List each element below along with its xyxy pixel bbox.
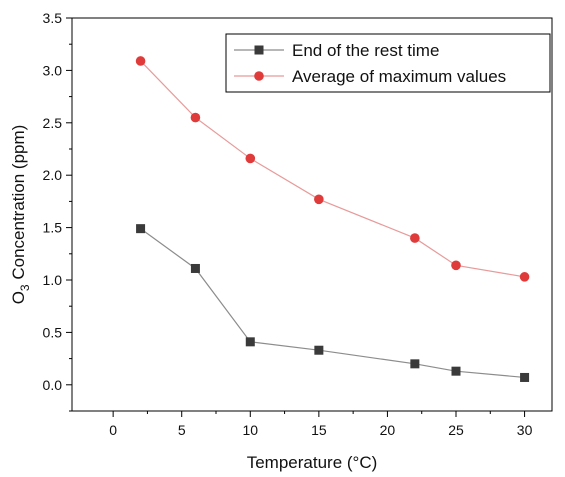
y-tick-label: 2.0 — [43, 167, 63, 183]
legend: End of the rest time Average of maximum v… — [225, 33, 551, 93]
data-point-circle — [451, 260, 461, 271]
legend-items: End of the rest time Average of maximum v… — [234, 41, 506, 86]
data-point-circle — [519, 272, 530, 282]
data-point-square — [190, 263, 200, 273]
axes-layer: 0 5 10 15 20 25 30 0.0 0.5 1.0 1.5 2.0 2.5 3.0 3.5 — [43, 10, 533, 438]
data-point-circle — [410, 233, 420, 243]
y-tick-label: 3.0 — [43, 62, 63, 78]
series-layer — [135, 56, 530, 382]
data-point-square — [410, 359, 420, 369]
legend-box — [225, 33, 551, 93]
plot-frame — [71, 17, 553, 412]
legend-label: Average of maximum values — [292, 67, 506, 86]
series-line-2 — [140, 60, 525, 278]
legend-item-2: Average of maximum values — [234, 67, 506, 86]
y-axis-title: O3 Concentration (ppm) — [9, 125, 32, 305]
data-point-square — [520, 372, 530, 382]
legend-marker-circle — [254, 71, 264, 81]
y-axis-title-prefix: O — [9, 291, 28, 304]
data-point-circle — [314, 194, 324, 205]
y-axis-title-suffix: Concentration (ppm) — [9, 125, 28, 285]
x-tick-label: 5 — [178, 422, 186, 438]
x-tick-label: 10 — [242, 422, 258, 438]
y-tick-label: 1.0 — [43, 272, 63, 288]
y-axis-title-subscript: 3 — [18, 284, 32, 291]
data-point-square — [245, 337, 255, 347]
data-point-square — [451, 366, 461, 376]
legend-marker-square — [254, 45, 264, 55]
data-point-circle — [245, 153, 256, 164]
data-point-circle — [135, 56, 146, 66]
series-line-1 — [140, 228, 525, 379]
y-tick-label: 3.5 — [43, 10, 63, 26]
x-tick-label: 25 — [448, 422, 464, 438]
data-point-square — [314, 345, 324, 355]
x-tick-label: 15 — [311, 422, 327, 438]
data-point-square — [136, 224, 146, 234]
y-tick-label: 1.5 — [43, 220, 63, 236]
legend-label: End of the rest time — [292, 41, 439, 60]
x-axis-title: Temperature (°C) — [247, 453, 378, 472]
y-tick-label: 0.5 — [43, 324, 63, 340]
x-tick-label: 0 — [109, 422, 117, 438]
x-tick-label: 30 — [517, 422, 533, 438]
legend-item-1: End of the rest time — [234, 41, 439, 60]
y-tick-label: 2.5 — [43, 115, 63, 131]
data-point-circle — [190, 112, 201, 123]
x-tick-label: 20 — [380, 422, 396, 438]
y-tick-label: 0.0 — [43, 377, 63, 393]
